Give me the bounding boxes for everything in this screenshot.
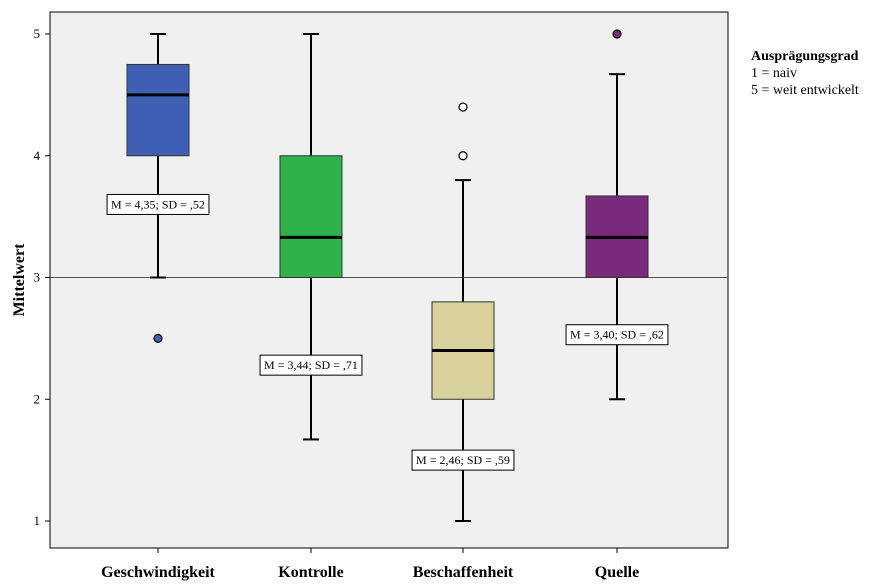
y-axis-label: Mittelwert (11, 243, 28, 317)
legend-line-2: 5 = weit entwickelt (751, 83, 859, 98)
box-quelle: M = 3,40; SD = ,62 (565, 29, 669, 401)
outlier-point (612, 29, 622, 39)
y-tick-label: 1 (34, 513, 41, 528)
box-beschaffenheit: M = 2,46; SD = ,59 (411, 102, 515, 522)
annotation-label: M = 4,35; SD = ,52 (106, 193, 210, 215)
x-tick-label: Beschaffenheit (413, 564, 514, 581)
annotation-label: M = 2,46; SD = ,59 (411, 449, 515, 471)
annotation-label: M = 3,44; SD = ,71 (259, 354, 363, 376)
x-tick-label: Geschwindigkeit (101, 564, 215, 581)
y-tick-label: 5 (34, 26, 41, 41)
x-axis: Geschwindigkeit Kontrolle Beschaffenheit Qu… (101, 548, 639, 581)
outlier-point (458, 151, 468, 161)
y-tick-label: 3 (34, 270, 41, 285)
box-kontrolle: M = 3,44; SD = ,71 (259, 33, 363, 441)
outlier-point (458, 102, 468, 112)
x-tick-label: Quelle (595, 564, 639, 581)
boxes: M = 4,35; SD = ,52 M = 3,44; SD = ,71 M = … (106, 29, 669, 522)
annotation-text: M = 2,46; SD = ,59 (416, 453, 510, 467)
annotation-text: M = 3,44; SD = ,71 (264, 358, 358, 372)
legend: Ausprägungsgrad 1 = naiv 5 = weit entwic… (751, 48, 859, 99)
annotation-text: M = 4,35; SD = ,52 (111, 197, 205, 211)
annotation-text: M = 3,40; SD = ,62 (570, 328, 664, 342)
outlier-point (153, 333, 163, 343)
annotation-box (411, 449, 515, 471)
y-tick-label: 4 (34, 148, 41, 163)
annotation-label: M = 3,40; SD = ,62 (565, 324, 669, 346)
annotation-box (565, 324, 669, 346)
legend-line-1: 1 = naiv (751, 66, 797, 81)
box-geschwindigkeit: M = 4,35; SD = ,52 (106, 33, 210, 343)
annotation-box (106, 193, 210, 215)
box-iqr (279, 155, 343, 278)
x-tick-label: Kontrolle (278, 564, 343, 581)
legend-title: Ausprägungsgrad (751, 49, 859, 64)
box-iqr (126, 63, 190, 157)
y-axis: 1 2 3 4 5 (34, 26, 50, 528)
y-tick-label: 2 (34, 391, 41, 406)
annotation-box (259, 354, 363, 376)
